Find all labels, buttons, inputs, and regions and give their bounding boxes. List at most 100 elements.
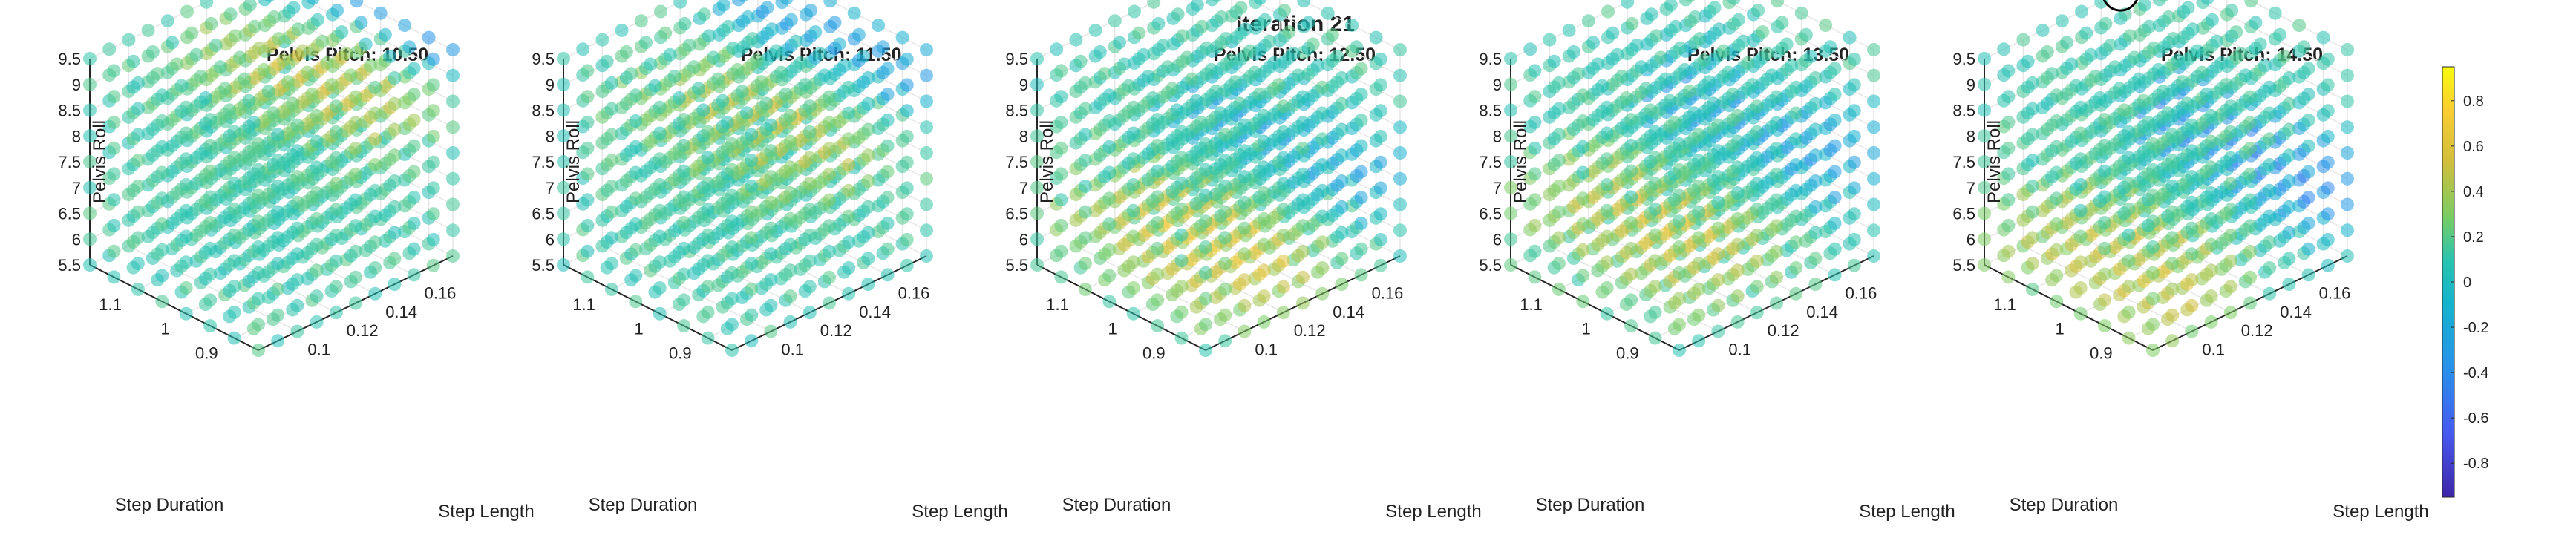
data-point [1770,116,1783,130]
data-point [1730,211,1745,226]
data-point [1257,237,1271,252]
data-point [1248,65,1262,79]
data-point [1828,62,1842,76]
data-point [271,231,285,245]
data-point [1354,165,1368,179]
z-tick-label: 5.5 [1952,256,1975,275]
data-point [1978,129,1991,143]
data-point [1624,267,1638,281]
data-point [1712,22,1726,36]
data-point [1552,231,1566,245]
data-point [155,165,169,180]
data-point [426,129,440,143]
data-point [1257,315,1271,329]
data-point [329,125,343,139]
data-point [1315,132,1330,146]
data-point [745,179,759,193]
data-point [1209,85,1223,98]
data-point [2223,99,2237,114]
data-point [2165,308,2180,322]
data-point [1528,193,1542,207]
data-point [1730,108,1745,122]
colorbar-tick-label: -0.8 [2463,456,2488,472]
data-point [604,128,618,142]
data-point [407,88,421,102]
data-point [1166,82,1180,96]
data-point [1808,174,1823,188]
data-point [426,155,440,169]
data-point [802,228,817,242]
colorbar-tick-label: -0.2 [2463,320,2488,336]
data-point [1151,164,1165,178]
data-point [653,255,667,269]
data-point [2165,231,2180,245]
data-point [227,125,241,139]
data-point [107,90,121,104]
data-point [880,216,895,230]
data-point [1218,308,1232,322]
data-point [446,249,460,263]
x-tick-label: 0.12 [347,321,379,340]
data-point [1716,44,1730,58]
data-point [2204,263,2218,278]
data-point [252,344,265,357]
data-point [1711,170,1725,184]
data-point [1770,296,1783,310]
data-point [426,258,440,272]
data-point [1785,59,1798,73]
z-tick-label: 6 [546,230,555,249]
data-point [1624,216,1638,230]
data-point [1306,37,1320,51]
data-point [920,249,933,263]
data-point [2113,82,2127,96]
data-point [861,252,875,266]
data-point [290,118,304,132]
data-point [1658,72,1673,86]
data-point [629,243,643,257]
data-point [2050,191,2064,206]
data-point [2263,80,2277,94]
data-point [398,19,412,33]
data-point [203,319,218,333]
data-point [900,52,914,66]
data-point [1335,226,1349,240]
data-point [1126,229,1140,243]
data-point [1078,205,1092,219]
data-point [1600,255,1614,269]
data-point [1122,79,1136,93]
data-point [1054,193,1068,207]
x-tick-label: 0.12 [2241,321,2273,340]
data-point [2180,96,2194,111]
data-point [2243,90,2257,104]
data-point [802,306,817,320]
data-point [1199,344,1212,357]
data-point [1335,174,1349,188]
data-point [2185,247,2199,261]
data-point [2122,228,2136,242]
z-tick-label: 9 [546,76,555,94]
data-point [2301,268,2315,282]
data-point [426,78,440,92]
data-point [83,77,97,91]
z-tick-label: 9 [1019,76,1028,94]
data-point [1174,125,1189,139]
data-point [335,25,349,39]
data-point [446,197,460,211]
x-tick-label: 0.1 [781,341,804,359]
data-point [310,108,324,122]
data-point [783,237,797,252]
data-point [2001,244,2016,258]
data-point [745,128,759,142]
data-point [837,59,851,73]
data-point [1315,158,1330,171]
data-point [310,160,324,174]
data-point [446,94,460,108]
data-point [1030,129,1044,143]
data-point [1054,244,1068,258]
data-point [1730,237,1745,252]
data-point [1238,298,1252,312]
data-point [880,139,895,153]
data-point [1373,104,1387,118]
panels: Pelvis Pitch: 10.505.566.577.588.599.50.… [58,0,2429,522]
z-tick-label: 9.5 [1479,50,1502,68]
